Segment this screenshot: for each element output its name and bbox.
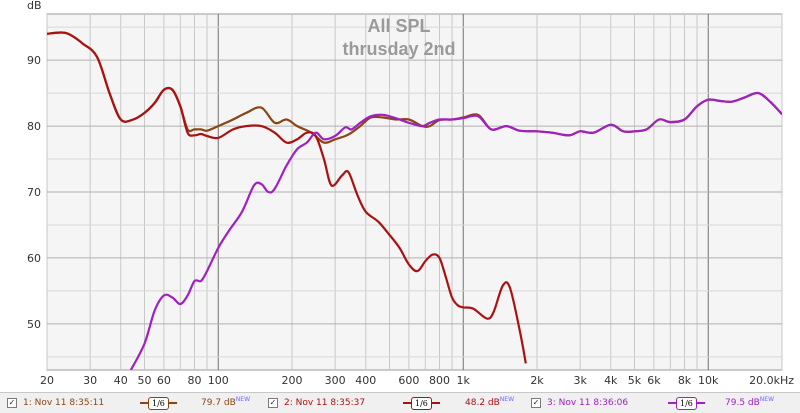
legend-entry-1: ✓ 1: Nov 11 8:35:11 (7, 396, 104, 410)
series-line-3 (129, 91, 782, 370)
x-tick-label: 4k (604, 374, 618, 387)
smoothing-label-1: 1/6 (148, 396, 169, 410)
grid-lines (46, 14, 783, 370)
spl-chart: 20 30 40 50 60 80 100 200 300 400 600 800 1k 2k 3k 4k 5k… (27, 0, 794, 387)
y-tick-label: 70 (27, 186, 41, 199)
legend-checkbox-1[interactable]: ✓ (7, 398, 17, 408)
x-tick-label: 3k (573, 374, 587, 387)
x-tick-label: 800 (429, 374, 450, 387)
legend-value-3: 79.5 dBNEW (725, 396, 774, 410)
series-layer (47, 31, 782, 370)
chart-title: All SPL (367, 16, 430, 36)
x-tick-label: 40 (114, 374, 128, 387)
smoothing-label-2: 1/6 (411, 396, 432, 410)
x-tick-label: 600 (398, 374, 419, 387)
x-tick-label: 20 (40, 374, 54, 387)
x-tick-label: 1k (457, 374, 471, 387)
smoothing-label-3: 1/6 (676, 396, 697, 410)
new-badge-1: NEW (235, 396, 251, 403)
chart-subtitle: thrusday 2nd (342, 39, 455, 59)
y-tick-label: 80 (27, 120, 41, 133)
x-tick-label: 2k (530, 374, 544, 387)
legend-swatch-1 (140, 402, 148, 404)
series-line-2 (47, 31, 527, 364)
x-tick-label: 5k (628, 374, 642, 387)
y-tick-label: 60 (27, 252, 41, 265)
legend-swatch-3b (696, 402, 705, 404)
x-tick-label: 300 (325, 374, 346, 387)
legend-name-1: 1: Nov 11 8:35:11 (23, 398, 105, 408)
legend-name-2: 2: Nov 11 8:35:37 (284, 398, 366, 408)
x-tick-label: 50 (137, 374, 151, 387)
x-tick-label: 60 (157, 374, 171, 387)
legend-entry-3: ✓ 3: Nov 11 8:36:06 (531, 396, 628, 410)
x-tick-label: 20.0kHz (749, 374, 794, 387)
smoothing-button-1[interactable]: 1/6 (140, 396, 177, 410)
tick-labels: 20 30 40 50 60 80 100 200 300 400 600 800 1k 2k 3k 4k 5k… (27, 54, 794, 387)
x-tick-label: 100 (208, 374, 229, 387)
legend-bar: ✓ 1: Nov 11 8:35:11 1/6 79.7 dBNEW ✓ 2: … (0, 392, 800, 413)
legend-checkbox-2[interactable]: ✓ (268, 398, 278, 408)
legend-swatch-3 (668, 402, 676, 404)
y-tick-label: 90 (27, 54, 41, 67)
y-axis-label: dB (27, 0, 42, 12)
new-badge-3: NEW (759, 396, 775, 403)
legend-value-2: 48.2 dBNEW (465, 396, 514, 410)
legend-entry-2: ✓ 2: Nov 11 8:35:37 (268, 396, 365, 410)
legend-swatch-2b (431, 402, 440, 404)
smoothing-button-3[interactable]: 1/6 (668, 396, 705, 410)
x-tick-label: 10k (698, 374, 719, 387)
x-tick-label: 200 (282, 374, 303, 387)
y-tick-label: 50 (27, 318, 41, 331)
legend-swatch-2 (403, 402, 411, 404)
smoothing-button-2[interactable]: 1/6 (403, 396, 440, 410)
new-badge-2: NEW (499, 396, 515, 403)
legend-name-3: 3: Nov 11 8:36:06 (547, 398, 629, 408)
legend-checkbox-3[interactable]: ✓ (531, 398, 541, 408)
x-tick-label: 6k (647, 374, 661, 387)
legend-swatch-1b (168, 402, 177, 404)
x-tick-label: 8k (678, 374, 692, 387)
legend-value-text-3: 79.5 dB (725, 398, 760, 408)
legend-value-text-2: 48.2 dB (465, 398, 500, 408)
legend-value-1: 79.7 dBNEW (201, 396, 250, 410)
x-tick-label: 400 (355, 374, 376, 387)
legend-value-text-1: 79.7 dB (201, 398, 236, 408)
x-tick-label: 30 (83, 374, 97, 387)
x-tick-label: 80 (188, 374, 202, 387)
